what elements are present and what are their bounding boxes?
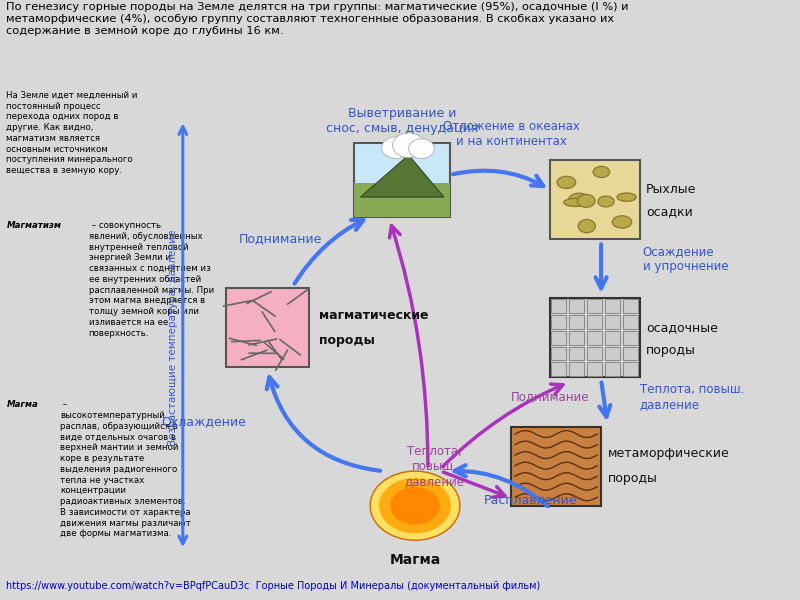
- Text: магматические: магматические: [318, 309, 428, 322]
- Text: –
высокотемпературный
расплав, образующийся в
виде отдельных очагов в
верхней ма: – высокотемпературный расплав, образующи…: [60, 400, 191, 538]
- FancyBboxPatch shape: [354, 143, 450, 217]
- Ellipse shape: [569, 193, 590, 206]
- FancyBboxPatch shape: [623, 362, 638, 376]
- Text: осадки: осадки: [646, 205, 693, 218]
- Ellipse shape: [593, 166, 610, 178]
- Text: Магматизм: Магматизм: [6, 221, 62, 230]
- Ellipse shape: [617, 193, 636, 202]
- Text: Магма: Магма: [6, 400, 38, 409]
- Ellipse shape: [578, 220, 595, 233]
- Text: Рыхлые: Рыхлые: [646, 183, 696, 196]
- FancyBboxPatch shape: [551, 362, 566, 376]
- Circle shape: [370, 471, 460, 540]
- FancyBboxPatch shape: [354, 184, 450, 217]
- FancyBboxPatch shape: [587, 347, 602, 361]
- Circle shape: [390, 487, 440, 524]
- Text: Отложение в океанах
и на континентах: Отложение в океанах и на континентах: [443, 119, 580, 148]
- Text: Магма: Магма: [390, 553, 441, 566]
- Ellipse shape: [557, 176, 576, 188]
- FancyBboxPatch shape: [587, 362, 602, 376]
- Text: Выветривание и
снос, смыв, денудация: Выветривание и снос, смыв, денудация: [326, 107, 478, 136]
- Text: По генезису горные породы на Земле делятся на три группы: магматические (95%), о: По генезису горные породы на Земле делят…: [6, 2, 629, 35]
- Text: Теплота, повыш.
давление: Теплота, повыш. давление: [640, 383, 744, 411]
- Text: Охлаждение: Охлаждение: [161, 415, 246, 428]
- FancyBboxPatch shape: [569, 362, 585, 376]
- FancyBboxPatch shape: [587, 315, 602, 329]
- FancyBboxPatch shape: [550, 298, 640, 377]
- Text: https://www.youtube.com/watch?v=BPqfPCauD3c  Горные Породы И Минералы (документа: https://www.youtube.com/watch?v=BPqfPCau…: [6, 581, 541, 591]
- Text: На Земле идет медленный и
постоянный процесс
перехода одних пород в
другие. Как : На Земле идет медленный и постоянный про…: [6, 91, 138, 175]
- FancyBboxPatch shape: [226, 289, 309, 367]
- FancyBboxPatch shape: [605, 362, 620, 376]
- Circle shape: [393, 133, 425, 158]
- FancyBboxPatch shape: [623, 315, 638, 329]
- FancyBboxPatch shape: [605, 315, 620, 329]
- Text: метаморфические: метаморфические: [607, 448, 730, 460]
- FancyBboxPatch shape: [550, 160, 640, 239]
- Circle shape: [382, 137, 410, 158]
- Text: Осаждение
и упрочнение: Осаждение и упрочнение: [643, 245, 729, 273]
- Ellipse shape: [564, 199, 587, 206]
- FancyBboxPatch shape: [623, 347, 638, 361]
- FancyBboxPatch shape: [605, 299, 620, 313]
- Text: Поднимание: Поднимание: [238, 233, 322, 245]
- FancyBboxPatch shape: [569, 299, 585, 313]
- Text: Поднимание: Поднимание: [510, 391, 589, 404]
- Text: Возрастающие температура, давление: Возрастающие температура, давление: [167, 230, 178, 446]
- FancyBboxPatch shape: [569, 347, 585, 361]
- FancyBboxPatch shape: [551, 299, 566, 313]
- FancyBboxPatch shape: [605, 331, 620, 344]
- Circle shape: [409, 139, 434, 158]
- Ellipse shape: [598, 196, 614, 207]
- FancyBboxPatch shape: [569, 315, 585, 329]
- FancyBboxPatch shape: [623, 331, 638, 344]
- FancyBboxPatch shape: [587, 331, 602, 344]
- Text: осадочные: осадочные: [646, 322, 718, 334]
- FancyBboxPatch shape: [587, 299, 602, 313]
- Text: – совокупность
явлений, обусловленных
внутренней тепловой
энергией Земли и
связа: – совокупность явлений, обусловленных вн…: [89, 221, 214, 338]
- FancyBboxPatch shape: [569, 331, 585, 344]
- FancyBboxPatch shape: [511, 427, 601, 506]
- Ellipse shape: [578, 194, 595, 208]
- Text: породы: породы: [318, 334, 374, 347]
- FancyBboxPatch shape: [551, 331, 566, 344]
- FancyBboxPatch shape: [605, 347, 620, 361]
- Polygon shape: [361, 155, 444, 197]
- Ellipse shape: [612, 216, 632, 228]
- FancyBboxPatch shape: [551, 315, 566, 329]
- Text: породы: породы: [607, 472, 658, 485]
- FancyBboxPatch shape: [551, 347, 566, 361]
- FancyBboxPatch shape: [623, 299, 638, 313]
- Text: Расплавление: Расплавление: [484, 494, 578, 507]
- Text: породы: породы: [646, 344, 696, 356]
- Circle shape: [379, 478, 451, 533]
- Text: Теплота,
повыш.
давление: Теплота, повыш. давление: [404, 445, 464, 488]
